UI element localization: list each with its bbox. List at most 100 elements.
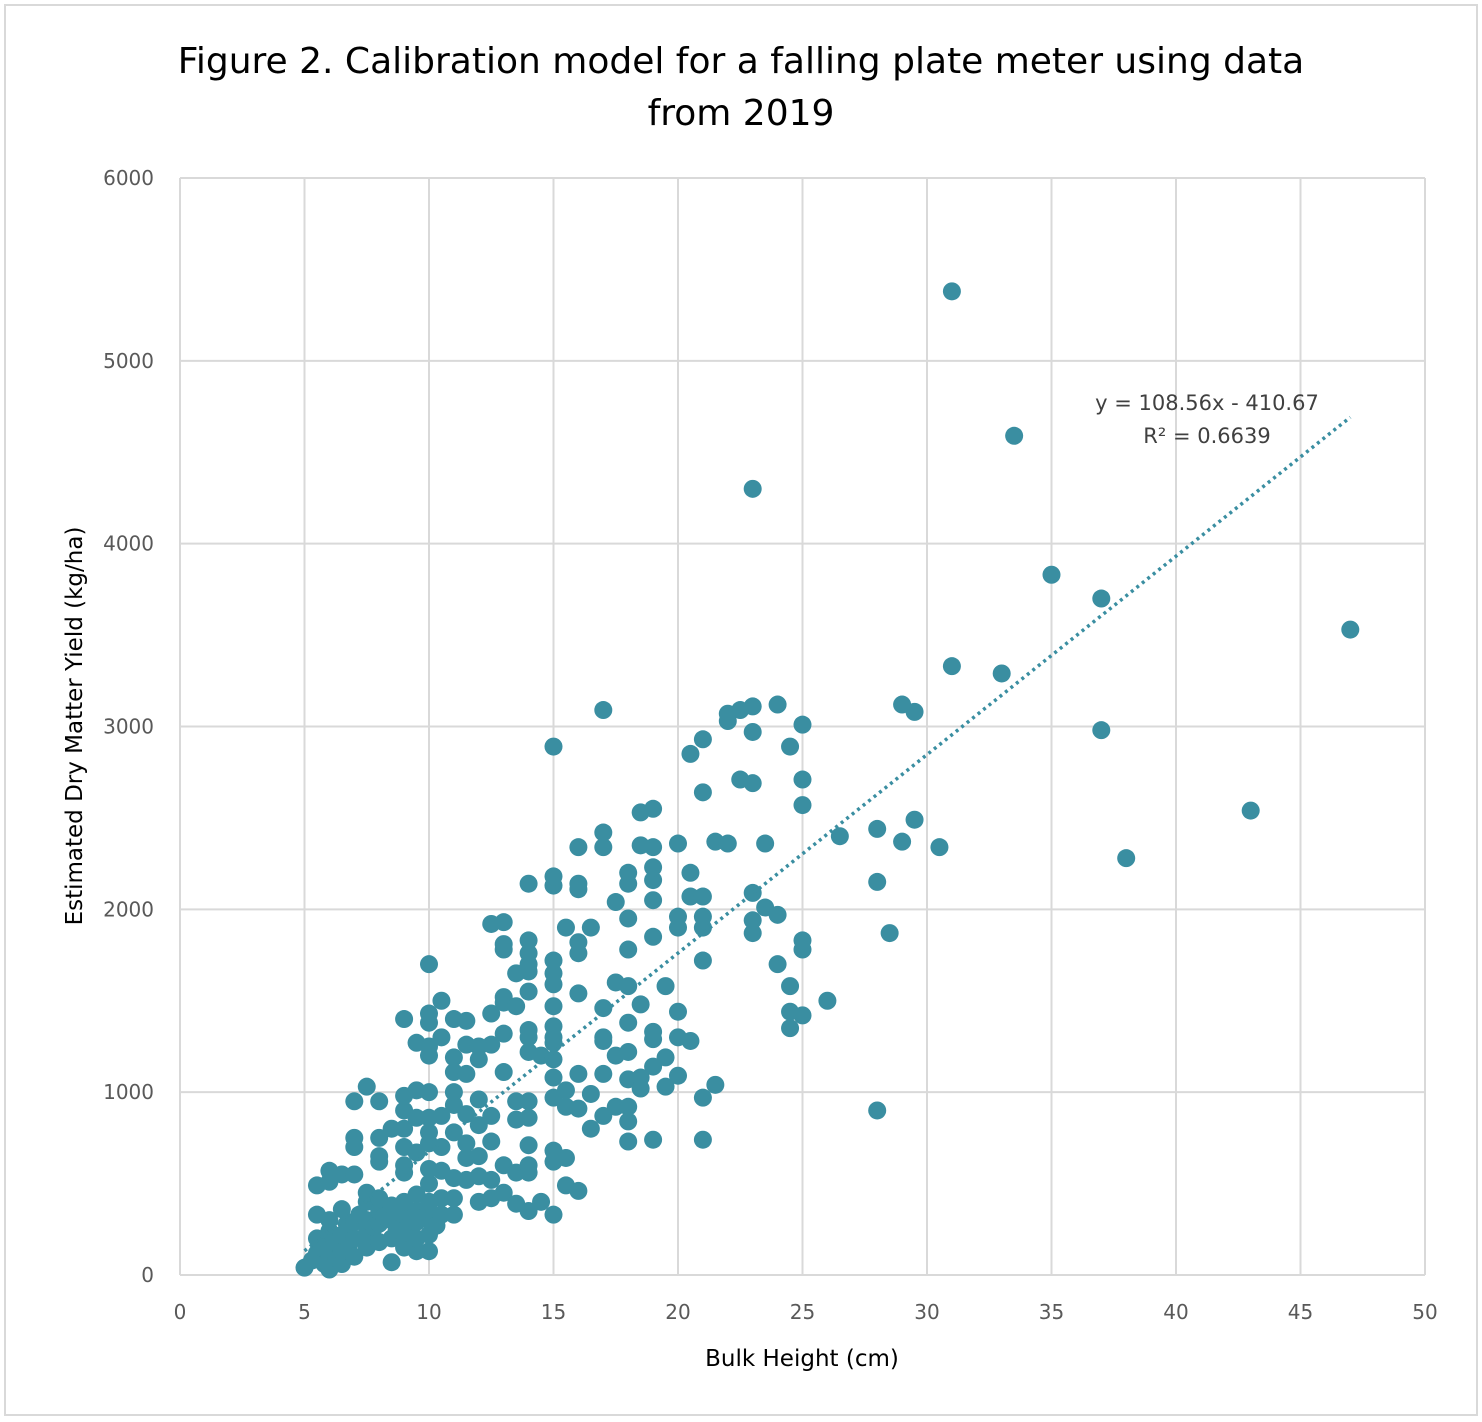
data-point xyxy=(594,1106,613,1125)
data-point xyxy=(669,907,687,926)
y-tick-label: 3000 xyxy=(103,715,154,739)
data-point xyxy=(880,924,899,943)
trendline-equation: y = 108.56x - 410.67 xyxy=(1095,391,1319,415)
data-point xyxy=(693,730,712,749)
data-point xyxy=(395,1010,414,1029)
data-point xyxy=(930,838,949,857)
data-point xyxy=(594,838,613,857)
data-point xyxy=(619,940,638,959)
data-point xyxy=(868,819,887,838)
data-point xyxy=(569,874,588,893)
data-point xyxy=(494,1024,513,1043)
data-point xyxy=(644,891,663,910)
data-point xyxy=(569,1064,588,1083)
data-point xyxy=(345,1128,364,1147)
data-point xyxy=(494,913,513,932)
data-point xyxy=(644,858,663,877)
data-point xyxy=(432,991,451,1010)
data-point xyxy=(1117,849,1136,868)
data-point xyxy=(743,774,762,793)
data-point xyxy=(544,951,563,970)
data-point xyxy=(706,1075,725,1094)
data-point xyxy=(370,1147,389,1166)
data-point xyxy=(482,1132,501,1151)
data-point xyxy=(407,1108,426,1127)
trendline-r-squared: R² = 0.6639 xyxy=(1143,424,1270,448)
x-tick-label: 20 xyxy=(665,1300,690,1324)
chart-title: Figure 2. Calibration model for a fallin… xyxy=(0,36,1482,140)
axis-ticks: 0 5 10 15 20 25 30 35 40 45 50 0 1000 2000 3000 4000 500… xyxy=(103,166,1438,1324)
data-point xyxy=(432,1138,451,1157)
data-point xyxy=(619,1042,638,1061)
y-tick-label: 2000 xyxy=(103,897,154,921)
y-axis-label: Estimated Dry Matter Yield (kg/ha) xyxy=(62,527,88,926)
data-point xyxy=(370,1092,389,1111)
data-point xyxy=(1241,801,1260,820)
data-point xyxy=(494,1183,513,1202)
data-point xyxy=(768,955,787,974)
data-point xyxy=(444,1095,463,1114)
data-point xyxy=(494,1063,513,1082)
data-point xyxy=(345,1165,364,1184)
data-point xyxy=(357,1077,376,1096)
data-point xyxy=(581,1119,600,1138)
data-point xyxy=(569,933,588,952)
data-point xyxy=(507,1092,526,1111)
data-point xyxy=(494,935,513,954)
data-point xyxy=(743,924,762,943)
data-point xyxy=(544,1017,563,1036)
data-point xyxy=(556,918,575,937)
data-point xyxy=(482,1170,501,1189)
y-tick-label: 6000 xyxy=(103,166,154,190)
data-point xyxy=(793,770,812,789)
x-axis-label: Bulk Height (cm) xyxy=(705,1346,899,1372)
data-point xyxy=(893,832,912,851)
data-point xyxy=(1092,589,1111,608)
data-point xyxy=(743,911,762,930)
x-tick-label: 10 xyxy=(416,1300,441,1324)
data-point xyxy=(718,834,737,853)
x-tick-label: 45 xyxy=(1288,1300,1313,1324)
data-point xyxy=(693,1088,712,1107)
data-point xyxy=(743,697,762,716)
data-point xyxy=(420,1174,438,1193)
data-point xyxy=(644,838,663,857)
data-point xyxy=(457,1011,476,1030)
data-point xyxy=(544,1068,563,1087)
x-tick-label: 40 xyxy=(1163,1300,1188,1324)
data-point xyxy=(606,893,625,912)
trendline-layer xyxy=(303,415,1352,1253)
data-point xyxy=(743,479,762,498)
data-point xyxy=(407,1242,426,1261)
data-point xyxy=(644,1022,663,1041)
data-point xyxy=(656,977,675,996)
data-point xyxy=(444,1048,463,1067)
data-point xyxy=(320,1211,339,1230)
data-point xyxy=(519,1108,538,1127)
data-point xyxy=(519,1136,538,1155)
data-point xyxy=(693,887,712,906)
data-point xyxy=(619,863,638,882)
data-point xyxy=(370,1128,389,1147)
data-point xyxy=(444,1205,463,1224)
data-point xyxy=(644,927,663,946)
data-point xyxy=(693,951,712,970)
data-point xyxy=(619,1132,638,1151)
data-point xyxy=(420,1242,438,1261)
data-point xyxy=(606,1097,625,1116)
data-point xyxy=(432,1106,451,1125)
data-point xyxy=(768,695,787,714)
y-tick-label: 5000 xyxy=(103,349,154,373)
y-tick-label: 4000 xyxy=(103,532,154,556)
data-point xyxy=(482,1106,501,1125)
data-point xyxy=(793,796,812,815)
data-point xyxy=(619,1112,638,1131)
data-point xyxy=(681,887,700,906)
data-point xyxy=(594,823,613,842)
data-point xyxy=(482,1004,501,1023)
data-point xyxy=(942,282,961,301)
data-point xyxy=(544,964,563,983)
data-point xyxy=(345,1092,364,1111)
data-point xyxy=(556,1148,575,1167)
